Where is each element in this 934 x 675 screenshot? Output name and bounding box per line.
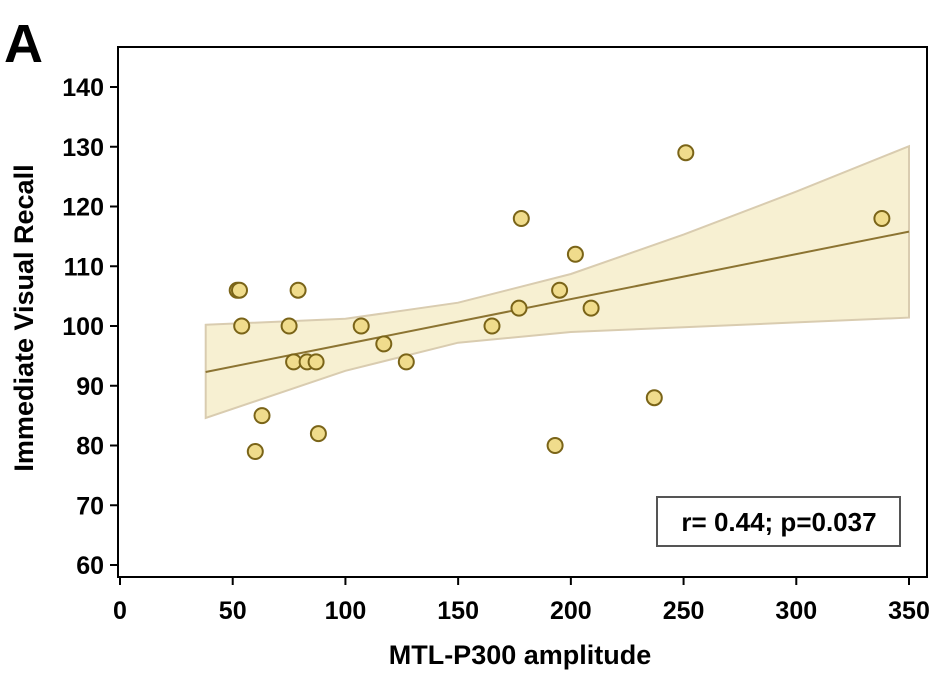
- data-point: [231, 281, 248, 299]
- y-tick-label: 110: [64, 253, 104, 281]
- x-tick-label: 0: [113, 597, 127, 625]
- stats-annotation-text: r= 0.44; p=0.037: [681, 507, 876, 537]
- plot-frame: [117, 46, 928, 578]
- x-tick-label: 50: [219, 597, 247, 625]
- y-axis-ticks: 60 70 80 90 100 110 120 130 140: [62, 74, 118, 580]
- y-tick-label: 90: [76, 373, 104, 401]
- data-point: [280, 317, 298, 335]
- stats-annotation-box: [656, 496, 901, 547]
- y-axis-title: Immediate Visual Recall: [9, 164, 39, 471]
- y-tick-label: 100: [62, 313, 104, 341]
- x-axis-ticks: 0 50 100 150 200 250 300 350: [113, 577, 930, 625]
- data-point: [551, 281, 569, 299]
- data-point: [512, 210, 530, 227]
- y-tick-label: 130: [62, 134, 104, 162]
- x-axis-title: MTL-P300 amplitude: [389, 640, 652, 670]
- data-point: [566, 245, 584, 263]
- x-tick-label: 300: [775, 597, 817, 625]
- y-tick-label: 140: [62, 74, 104, 102]
- x-tick-label: 150: [437, 597, 479, 625]
- data-point: [307, 353, 325, 371]
- data-point: [233, 317, 251, 335]
- fit-line-layer: [205, 230, 910, 373]
- stats-annotation: r= 0.44; p=0.037: [656, 496, 901, 547]
- data-point: [510, 299, 528, 317]
- data-point: [375, 335, 393, 353]
- regression-line: [205, 230, 910, 373]
- data-point: [546, 437, 564, 454]
- panel-label: A: [4, 14, 43, 74]
- y-tick-label: 70: [76, 492, 104, 520]
- y-tick-label: 60: [76, 552, 104, 580]
- data-point: [873, 210, 891, 227]
- y-tick-label: 80: [76, 433, 104, 461]
- data-points-layer: [228, 144, 891, 460]
- data-point: [582, 299, 600, 317]
- y-tick-label: 120: [62, 194, 104, 222]
- x-tick-label: 200: [550, 597, 592, 625]
- data-point: [289, 281, 307, 299]
- data-point: [483, 317, 501, 335]
- data-point: [253, 407, 271, 425]
- data-point: [246, 443, 264, 460]
- x-tick-label: 250: [663, 597, 705, 625]
- data-point: [352, 317, 370, 335]
- data-point: [677, 144, 695, 162]
- x-tick-label: 100: [325, 597, 367, 625]
- x-tick-label: 350: [888, 597, 930, 625]
- data-point: [309, 425, 327, 443]
- data-point: [397, 353, 415, 371]
- data-point: [645, 389, 663, 407]
